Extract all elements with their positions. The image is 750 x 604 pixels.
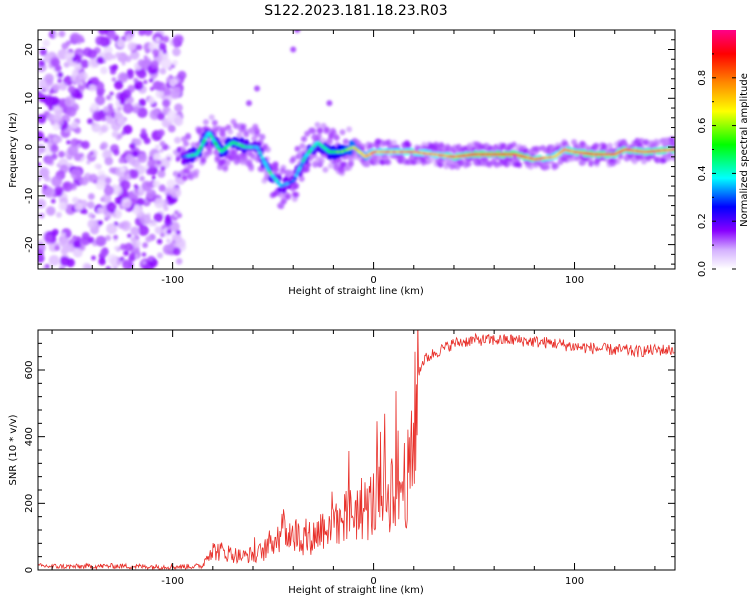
y-tick-label: 10 [24,92,35,105]
x-tick-label: -100 [161,576,184,587]
y-tick-label: 0 [24,567,35,573]
noise-region [38,30,333,269]
x-tick-label: 100 [565,576,584,587]
y-tick-label: 20 [24,43,35,56]
snr-line [38,330,675,570]
y-tick-label: -10 [24,188,35,204]
spectrogram-y-axis-label: Frequency (Hz) [8,112,19,188]
x-tick-label: 0 [370,275,376,286]
spectrogram-x-axis-label: Height of straight line (km) [288,286,424,297]
x-tick-label: 0 [370,576,376,587]
snr-x-axis-label: Height of straight line (km) [288,585,424,596]
colorbar-tick-label: 0.6 [697,118,708,134]
y-tick-label: -20 [24,236,35,252]
colorbar: 0.0 0.2 0.4 0.6 0.8 Normalized spectral ampl… [697,30,750,277]
y-tick-label: 400 [24,427,35,446]
snr-ticks: -100 0 100 0 200 400 600 [24,329,675,587]
colorbar-tick-label: 0.2 [697,213,708,229]
x-tick-label: 100 [565,275,584,286]
colorbar-tick-label: 0.0 [697,261,708,277]
y-tick-label: 600 [24,360,35,379]
colorbar-gradient [712,30,736,269]
colorbar-ticks: 0.0 0.2 0.4 0.6 0.8 [697,53,736,277]
y-tick-label: 0 [24,144,35,150]
spectrogram-frame [37,29,676,270]
colorbar-tick-label: 0.8 [697,70,708,86]
colorbar-tick-label: 0.4 [697,165,708,181]
ridge-region [179,114,675,210]
snr-y-axis-label: SNR (10 * v/v) [8,414,19,485]
x-tick-label: -100 [161,275,184,286]
colorbar-label: Normalized spectral amplitude [739,73,750,227]
chart-title: S122.2023.181.18.23.R03 [264,3,447,19]
y-tick-label: 200 [24,494,35,513]
snr-panel: -100 0 100 0 200 400 600 Height of straight li… [8,329,676,596]
